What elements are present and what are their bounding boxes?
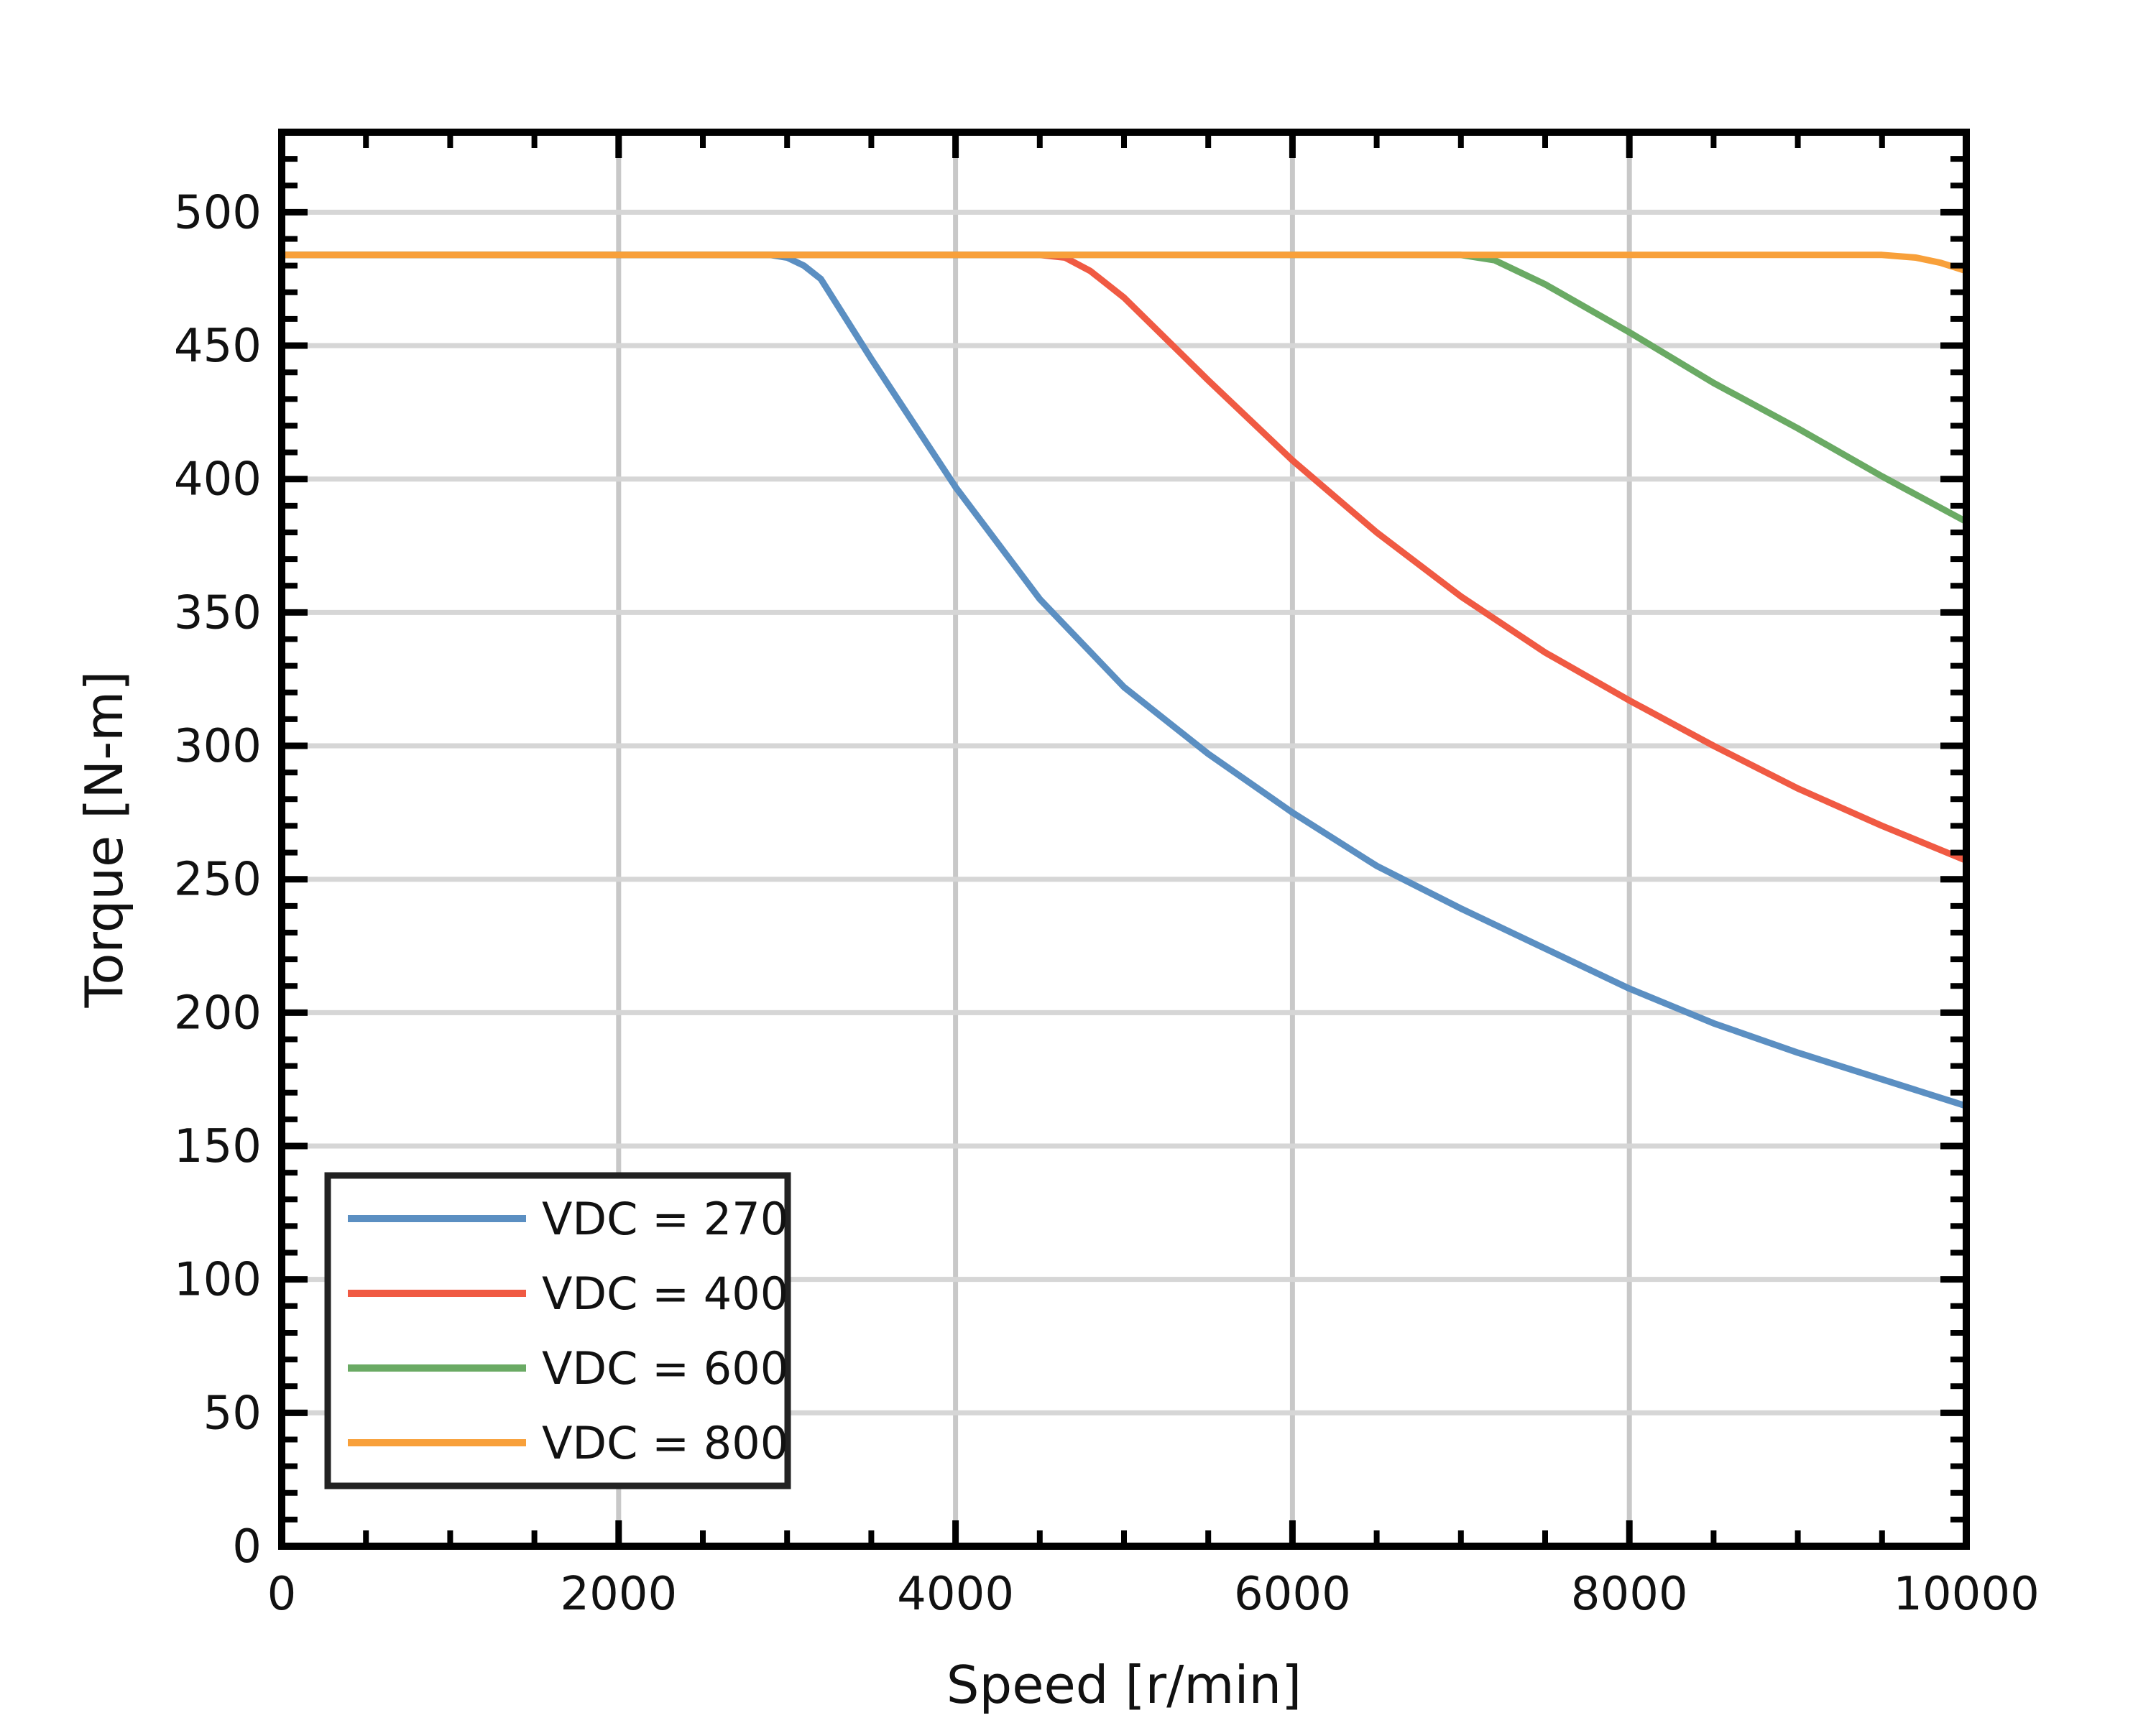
series-line-1 — [282, 251, 1968, 1109]
x-axis-label: Speed [r/min] — [946, 1655, 1302, 1715]
label-layer: 0 2000 4000 6000 8000 10000 0 50 100 150 200 250 300… — [74, 186, 2040, 1715]
x-tick-label: 0 — [267, 1568, 297, 1621]
y-tick-label: 100 — [174, 1254, 262, 1307]
legend: VDC = 270 VDC = 400 VDC = 600 VDC = 800 — [324, 1172, 791, 1489]
legend-label-3: VDC = 600 — [542, 1342, 788, 1395]
legend-box — [324, 1172, 791, 1489]
legend-label-4: VDC = 800 — [542, 1417, 788, 1469]
legend-label-2: VDC = 400 — [542, 1267, 788, 1320]
y-tick-label: 50 — [203, 1387, 262, 1440]
tick-layer — [278, 129, 1970, 1550]
series-line-4 — [282, 251, 1968, 274]
x-tick-label: 10000 — [1893, 1568, 2040, 1621]
y-tick-label: 0 — [232, 1520, 262, 1574]
series-line-2 — [282, 251, 1968, 864]
y-tick-label: 200 — [174, 987, 262, 1040]
y-tick-label: 400 — [174, 453, 262, 507]
y-tick-label: 450 — [174, 320, 262, 373]
series-layer — [282, 251, 1968, 1109]
y-tick-label: 350 — [174, 586, 262, 639]
y-tick-label: 500 — [174, 186, 262, 239]
legend-label-1: VDC = 270 — [542, 1193, 788, 1245]
x-tick-label: 8000 — [1571, 1568, 1688, 1621]
y-axis-label: Torque [N-m] — [74, 671, 134, 1009]
y-tick-label: 250 — [174, 854, 262, 907]
y-tick-label: 150 — [174, 1120, 262, 1173]
x-tick-label: 2000 — [560, 1568, 677, 1621]
y-tick-label: 300 — [174, 720, 262, 773]
x-tick-label: 4000 — [897, 1568, 1014, 1621]
x-tick-label: 6000 — [1234, 1568, 1351, 1621]
